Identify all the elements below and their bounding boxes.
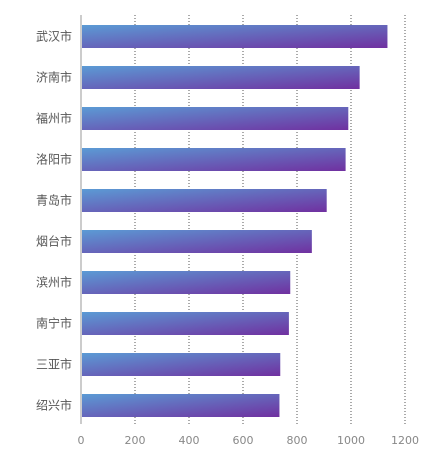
bar <box>82 25 388 48</box>
category-label: 洛阳市 <box>36 152 72 167</box>
category-label: 福州市 <box>36 111 72 126</box>
grid-lines <box>134 15 406 424</box>
x-tick-label: 200 <box>125 434 146 447</box>
category-label: 武汉市 <box>36 29 72 44</box>
bar <box>82 312 289 335</box>
x-tick-label: 0 <box>78 434 85 447</box>
bar <box>82 148 346 171</box>
bar <box>82 107 349 130</box>
bars <box>82 25 388 417</box>
bar <box>82 271 291 294</box>
bar <box>82 230 312 253</box>
category-label: 绍兴市 <box>36 398 72 413</box>
bar <box>82 66 360 89</box>
x-tick-label: 400 <box>179 434 200 447</box>
category-label: 三亚市 <box>36 357 72 372</box>
category-label: 济南市 <box>36 70 72 85</box>
x-tick-label: 600 <box>233 434 254 447</box>
x-tick-label: 800 <box>287 434 308 447</box>
x-axis-ticks: 0 200 400 600 800 1000 1200 <box>78 434 420 447</box>
bar <box>82 394 280 417</box>
x-tick-label: 1000 <box>337 434 365 447</box>
bar <box>82 189 327 212</box>
category-label: 南宁市 <box>36 316 72 331</box>
category-label: 滨州市 <box>36 275 72 290</box>
category-label: 青岛市 <box>36 193 72 208</box>
x-tick-label: 1200 <box>391 434 419 447</box>
category-label: 烟台市 <box>36 234 72 249</box>
bar <box>82 353 281 376</box>
